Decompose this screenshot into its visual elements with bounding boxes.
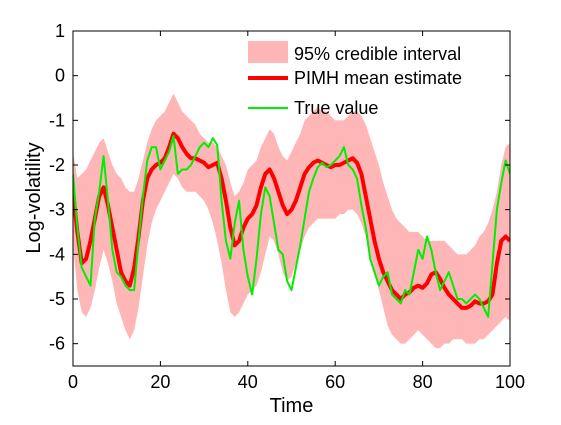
- y-tick-label: -3: [49, 200, 65, 220]
- y-axis-label: Log-volatility: [23, 142, 45, 253]
- y-tick-label: -4: [49, 244, 65, 264]
- ticks-layer: 0 20 40 60 80 100 1 0 -1 -2 -3 -4 -5 -6: [49, 21, 525, 392]
- x-axis-label: Time: [270, 395, 314, 417]
- axes-box: [72, 30, 511, 367]
- y-tick-label: -6: [49, 334, 65, 354]
- y-tick-label: -5: [49, 289, 65, 309]
- legend-label-band: 95% credible interval: [294, 44, 461, 64]
- x-tick-label: 40: [238, 372, 258, 392]
- y-tick-label: 0: [55, 66, 65, 86]
- y-tick-label: -1: [49, 110, 65, 130]
- x-tick-label: 20: [150, 372, 170, 392]
- y-tick-label: -2: [49, 155, 65, 175]
- y-tick-label: 1: [55, 21, 65, 41]
- legend-label-truth: True value: [294, 98, 378, 118]
- data-layer: [73, 93, 510, 349]
- x-tick-label: 80: [413, 372, 433, 392]
- series-true-value-line: [73, 134, 510, 318]
- legend-swatch-band: [248, 41, 288, 63]
- series-credible-interval-band: [73, 93, 510, 349]
- legend-label-mean: PIMH mean estimate: [294, 68, 462, 88]
- legend: 95% credible interval PIMH mean estimate…: [248, 41, 462, 118]
- x-tick-label: 60: [325, 372, 345, 392]
- x-tick-label: 100: [495, 372, 525, 392]
- x-tick-label: 0: [68, 372, 78, 392]
